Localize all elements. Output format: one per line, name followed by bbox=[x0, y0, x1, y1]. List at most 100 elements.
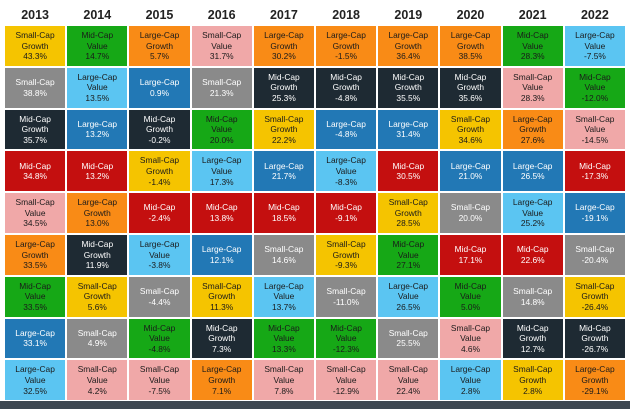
return-cell: Large-Cap 21.7% bbox=[253, 150, 315, 192]
asset-class-label: Large-Cap bbox=[513, 161, 553, 172]
asset-style-label: Growth bbox=[270, 82, 297, 93]
asset-style-label: Growth bbox=[519, 375, 546, 386]
asset-class-label: Small-Cap bbox=[16, 30, 55, 41]
asset-style-label: Value bbox=[522, 41, 543, 52]
return-cell: Mid-Cap Value 13.3% bbox=[253, 318, 315, 360]
return-value-label: 25.5% bbox=[396, 338, 420, 349]
return-value-label: -4.8% bbox=[335, 93, 357, 104]
return-value-label: 28.3% bbox=[521, 93, 545, 104]
return-cell: Large-Cap -19.1% bbox=[564, 192, 626, 234]
return-value-label: 26.5% bbox=[396, 302, 420, 313]
asset-style-label: Growth bbox=[457, 41, 484, 52]
return-value-label: 22.6% bbox=[521, 255, 545, 266]
return-value-label: 4.2% bbox=[88, 386, 107, 397]
asset-style-label: Growth bbox=[333, 41, 360, 52]
return-value-label: -17.3% bbox=[582, 171, 609, 182]
asset-style-label: Growth bbox=[22, 250, 49, 261]
asset-class-label: Small-Cap bbox=[327, 239, 366, 250]
return-value-label: -29.1% bbox=[582, 386, 609, 397]
asset-class-label: Mid-Cap bbox=[19, 281, 51, 292]
return-cell: Large-Cap 13.2% bbox=[66, 109, 128, 151]
asset-class-label: Mid-Cap bbox=[206, 202, 238, 213]
return-value-label: 5.6% bbox=[88, 302, 107, 313]
return-value-label: 31.7% bbox=[210, 51, 234, 62]
asset-class-label: Large-Cap bbox=[140, 77, 180, 88]
return-cell: Small-Cap Growth 11.3% bbox=[191, 276, 253, 318]
return-value-label: 13.2% bbox=[85, 171, 109, 182]
return-cell: Small-Cap Growth 2.8% bbox=[502, 359, 564, 401]
asset-class-label: Small-Cap bbox=[78, 328, 117, 339]
asset-class-label: Large-Cap bbox=[264, 281, 304, 292]
return-value-label: 17.3% bbox=[210, 177, 234, 188]
asset-style-label: Growth bbox=[208, 333, 235, 344]
asset-class-label: Mid-Cap bbox=[81, 30, 113, 41]
asset-class-label: Large-Cap bbox=[451, 30, 491, 41]
asset-class-label: Mid-Cap bbox=[455, 72, 487, 83]
return-value-label: 25.2% bbox=[521, 218, 545, 229]
asset-style-label: Growth bbox=[270, 41, 297, 52]
asset-style-label: Value bbox=[25, 375, 46, 386]
return-value-label: 21.0% bbox=[459, 171, 483, 182]
return-value-label: 17.1% bbox=[459, 255, 483, 266]
return-value-label: 7.1% bbox=[212, 386, 231, 397]
asset-class-label: Large-Cap bbox=[388, 281, 428, 292]
asset-class-label: Large-Cap bbox=[15, 239, 55, 250]
return-cell: Large-Cap Growth 33.5% bbox=[4, 234, 66, 276]
return-cell: Mid-Cap Growth -26.7% bbox=[564, 318, 626, 360]
return-cell: Small-Cap Value 7.8% bbox=[253, 359, 315, 401]
asset-class-label: Small-Cap bbox=[16, 197, 55, 208]
year-header: 2015 bbox=[128, 5, 190, 25]
return-cell: Small-Cap Value 34.5% bbox=[4, 192, 66, 234]
return-cell: Large-Cap Value 32.5% bbox=[4, 359, 66, 401]
asset-class-label: Small-Cap bbox=[451, 323, 490, 334]
return-cell: Mid-Cap Value 27.1% bbox=[377, 234, 439, 276]
asset-style-label: Value bbox=[87, 375, 108, 386]
return-value-label: 33.5% bbox=[23, 302, 47, 313]
asset-class-label: Mid-Cap bbox=[579, 161, 611, 172]
bottom-toolbar-strip bbox=[0, 401, 630, 409]
asset-style-label: Value bbox=[398, 291, 419, 302]
asset-style-label: Value bbox=[398, 250, 419, 261]
asset-class-label: Large-Cap bbox=[575, 364, 615, 375]
return-cell: Mid-Cap 13.2% bbox=[66, 150, 128, 192]
return-value-label: 7.8% bbox=[274, 386, 293, 397]
return-cell: Mid-Cap Value -12.0% bbox=[564, 67, 626, 109]
asset-style-label: Growth bbox=[519, 333, 546, 344]
return-value-label: -11.0% bbox=[333, 297, 359, 308]
return-value-label: -4.4% bbox=[149, 297, 171, 308]
asset-class-label: Mid-Cap bbox=[330, 72, 362, 83]
asset-class-label: Mid-Cap bbox=[268, 72, 300, 83]
asset-style-label: Growth bbox=[457, 124, 484, 135]
asset-class-label: Mid-Cap bbox=[330, 202, 362, 213]
return-value-label: -3.8% bbox=[149, 260, 171, 271]
return-cell: Mid-Cap Growth 35.7% bbox=[4, 109, 66, 151]
asset-class-label: Large-Cap bbox=[77, 197, 117, 208]
return-value-label: 22.4% bbox=[396, 386, 420, 397]
return-value-label: 4.6% bbox=[461, 344, 480, 355]
return-cell: Mid-Cap Value 5.0% bbox=[439, 276, 501, 318]
return-value-label: 36.4% bbox=[396, 51, 420, 62]
asset-class-label: Small-Cap bbox=[327, 364, 366, 375]
return-cell: Small-Cap Growth 22.2% bbox=[253, 109, 315, 151]
return-cell: Mid-Cap Value 20.0% bbox=[191, 109, 253, 151]
asset-style-label: Value bbox=[460, 375, 481, 386]
asset-style-label: Growth bbox=[146, 41, 173, 52]
return-cell: Small-Cap Growth 28.5% bbox=[377, 192, 439, 234]
asset-style-label: Value bbox=[211, 41, 232, 52]
asset-class-label: Mid-Cap bbox=[144, 202, 176, 213]
asset-class-label: Mid-Cap bbox=[81, 161, 113, 172]
return-value-label: 34.5% bbox=[23, 218, 47, 229]
asset-class-label: Mid-Cap bbox=[330, 323, 362, 334]
asset-style-label: Growth bbox=[395, 41, 422, 52]
return-value-label: 11.3% bbox=[210, 302, 233, 313]
asset-style-label: Value bbox=[87, 82, 108, 93]
return-value-label: 27.1% bbox=[396, 260, 420, 271]
asset-class-label: Small-Cap bbox=[513, 286, 552, 297]
asset-style-label: Value bbox=[584, 41, 605, 52]
asset-class-label: Large-Cap bbox=[264, 30, 304, 41]
return-cell: Small-Cap Value -12.9% bbox=[315, 359, 377, 401]
asset-class-label: Mid-Cap bbox=[517, 244, 549, 255]
return-cell: Large-Cap Value 13.7% bbox=[253, 276, 315, 318]
asset-class-label: Small-Cap bbox=[140, 286, 179, 297]
return-value-label: -1.5% bbox=[335, 51, 357, 62]
